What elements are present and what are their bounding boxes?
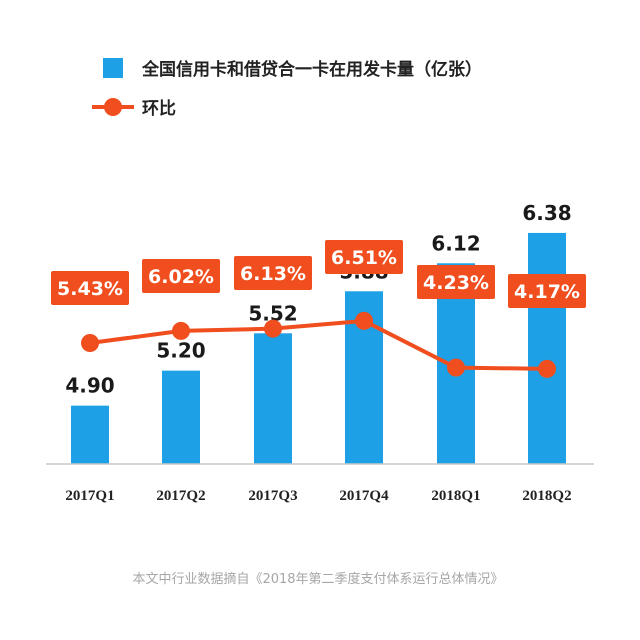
mom-marker-2018Q2 — [538, 359, 556, 378]
mom-label-2017Q4: 6.51% — [331, 247, 397, 269]
mom-label-box-2017Q3 — [234, 256, 312, 290]
mom-label-box-2018Q2 — [508, 274, 586, 308]
source-note: 本文中行业数据摘自《2018年第二季度支付体系运行总体情况》 — [132, 571, 503, 587]
mom-marker-2017Q1 — [81, 334, 99, 352]
bar-2017Q2 — [162, 370, 200, 464]
mom-label-2018Q2: 4.17% — [514, 281, 580, 303]
mom-label-2017Q1: 5.43% — [57, 278, 123, 300]
x-tick-label-2017Q2: 2017Q2 — [156, 488, 205, 504]
mom-marker-2017Q3 — [264, 319, 282, 338]
bar-2017Q1 — [71, 405, 109, 464]
mom-marker-2017Q4 — [355, 311, 373, 330]
mom-value-labels: 5.43% 6.02% 6.13% 6.51% 4.23% 4.17% — [51, 240, 586, 308]
legend-line-swatch-marker — [104, 98, 122, 116]
mom-label-box-2017Q1 — [51, 271, 129, 305]
legend-bar-swatch — [103, 58, 123, 78]
bar-value-label-2017Q2: 5.20 — [156, 339, 205, 363]
bar-value-label-2018Q2: 6.38 — [522, 201, 571, 225]
mom-label-box-2017Q4 — [325, 240, 403, 274]
x-tick-label-2018Q2: 2018Q2 — [522, 488, 571, 504]
x-tick-label-2017Q3: 2017Q3 — [248, 488, 297, 504]
legend-bar-label: 全国信用卡和借贷合一卡在用发卡量（亿张） — [141, 59, 482, 80]
bar-2018Q2 — [528, 232, 566, 464]
legend-line-label: 环比 — [142, 98, 176, 119]
mom-label-box-2018Q1 — [417, 265, 495, 299]
bar-value-label-2018Q1: 6.12 — [431, 231, 480, 255]
x-tick-label-2017Q4: 2017Q4 — [339, 488, 389, 504]
bar-2017Q3 — [254, 333, 292, 464]
legend: 全国信用卡和借贷合一卡在用发卡量（亿张） 环比 — [92, 58, 482, 119]
mom-line-group — [81, 311, 556, 378]
mom-label-2018Q1: 4.23% — [423, 272, 489, 294]
x-tick-label-2017Q1: 2017Q1 — [65, 488, 114, 504]
mom-label-box-2017Q2 — [142, 259, 220, 293]
mom-marker-2017Q2 — [172, 321, 190, 340]
mom-line — [89, 318, 548, 371]
x-tick-label-2018Q1: 2018Q1 — [431, 488, 480, 504]
bar-value-label-2017Q1: 4.90 — [65, 374, 114, 398]
mom-label-2017Q3: 6.13% — [240, 263, 306, 285]
mom-marker-2018Q1 — [447, 358, 465, 377]
mom-label-2017Q2: 6.02% — [148, 266, 214, 288]
x-tick-labels: 2017Q1 2017Q2 2017Q3 2017Q4 2018Q1 2018Q2 — [65, 488, 571, 504]
